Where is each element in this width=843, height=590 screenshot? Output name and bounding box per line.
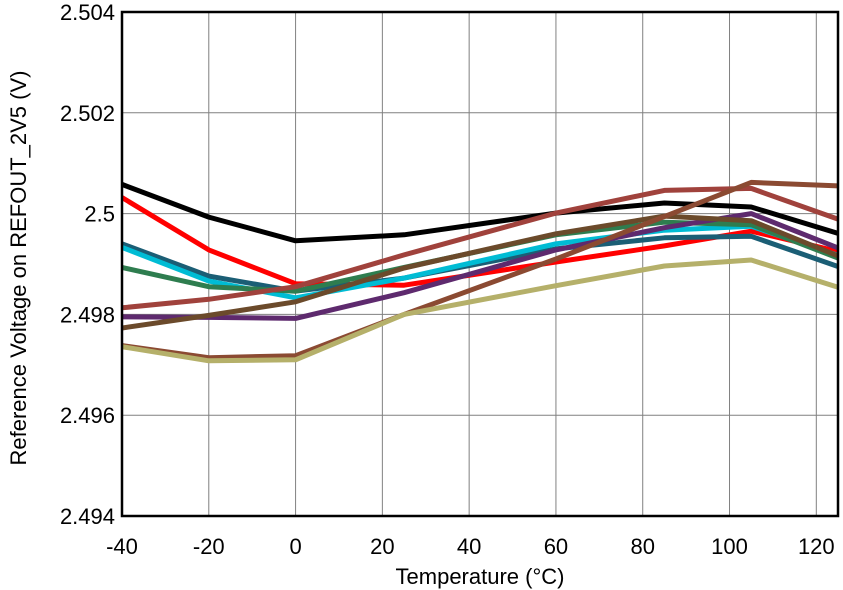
series-line-8 xyxy=(122,213,838,331)
x-tick-labels: -40 -20 0 20 40 60 80 100 120 xyxy=(106,534,835,559)
y-tick-label: 2.504 xyxy=(60,0,115,25)
series-layer xyxy=(122,179,838,364)
x-tick-label: 0 xyxy=(289,534,301,559)
x-tick-label: -20 xyxy=(193,534,225,559)
x-tick-label: 120 xyxy=(798,534,835,559)
x-tick-label: 100 xyxy=(711,534,748,559)
y-axis-title: Reference Voltage on REFOUT_2V5 (V) xyxy=(6,71,31,466)
x-tick-label: 20 xyxy=(370,534,394,559)
series-line-10 xyxy=(122,257,838,364)
y-tick-label: 2.494 xyxy=(60,504,115,529)
series-line-1 xyxy=(122,182,838,244)
y-tick-label: 2.496 xyxy=(60,403,115,428)
y-tick-labels: 2.494 2.496 2.498 2.5 2.502 2.504 xyxy=(60,0,115,529)
x-axis-title: Temperature (°C) xyxy=(396,564,565,589)
series-line-9 xyxy=(122,179,838,361)
series-line-7 xyxy=(122,211,838,321)
x-tick-label: -40 xyxy=(106,534,138,559)
plot-frame xyxy=(120,10,840,518)
x-tick-label: 60 xyxy=(544,534,568,559)
y-tick-label: 2.5 xyxy=(84,202,115,227)
series-line-4 xyxy=(122,223,838,301)
y-tick-label: 2.498 xyxy=(60,302,115,327)
x-tick-label: 80 xyxy=(630,534,654,559)
y-tick-label: 2.502 xyxy=(60,101,115,126)
x-tick-label: 40 xyxy=(457,534,481,559)
